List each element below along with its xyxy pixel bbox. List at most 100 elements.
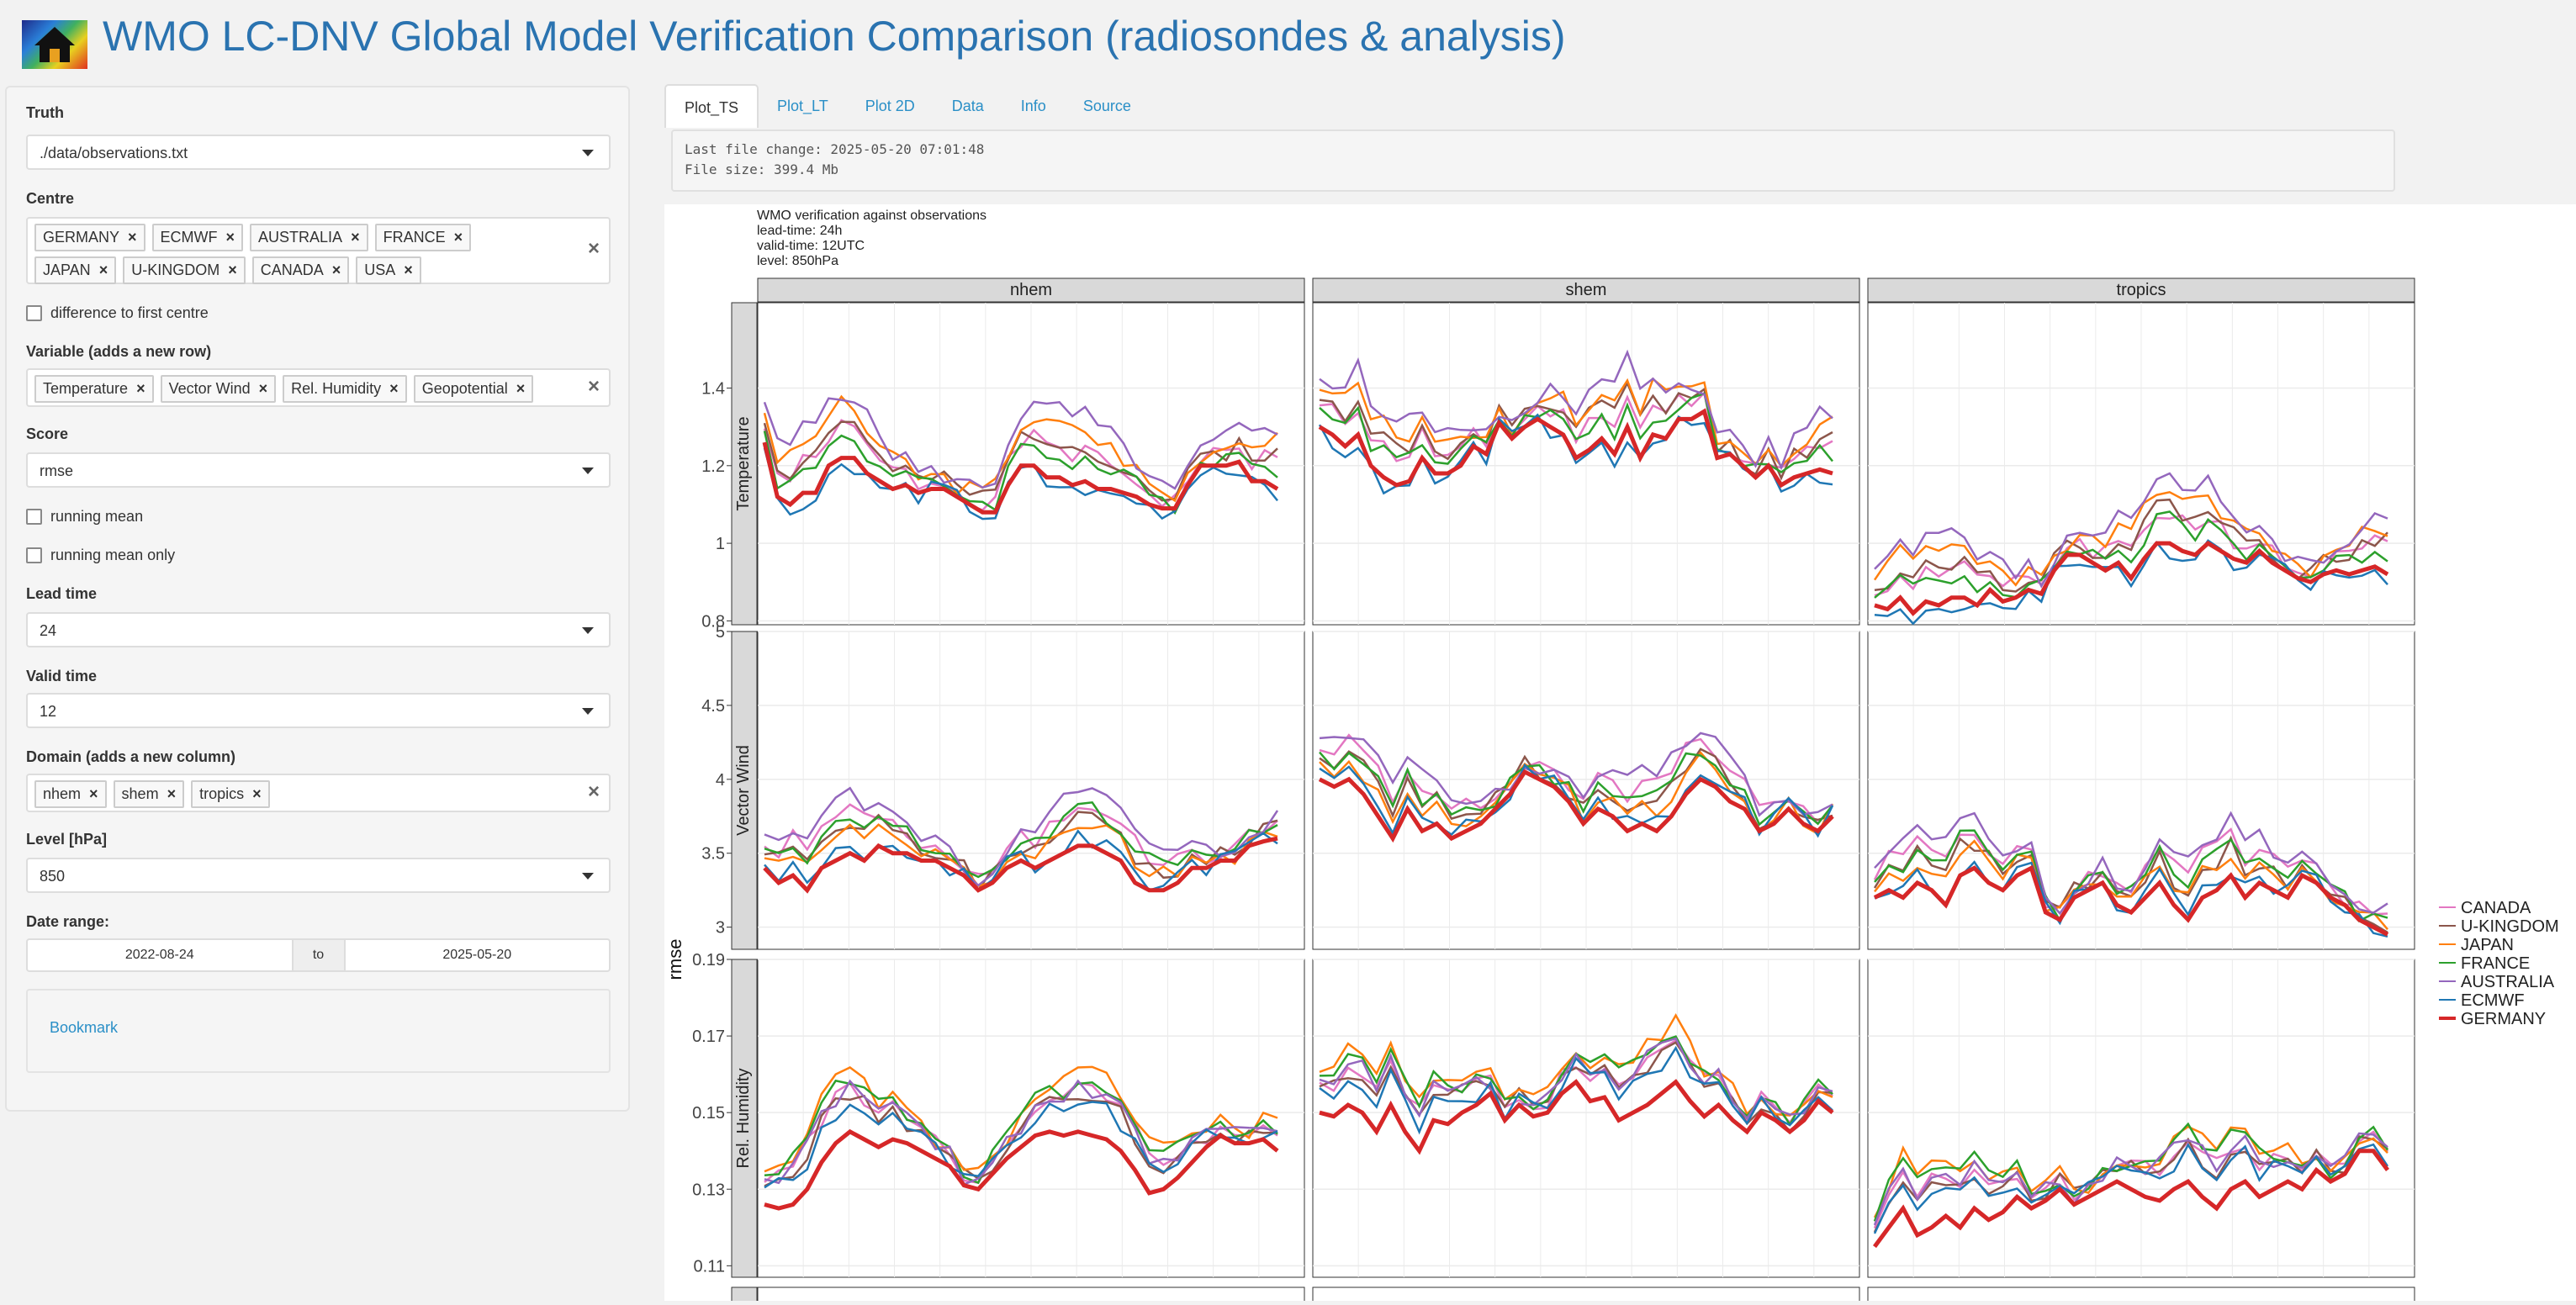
centre-tag[interactable]: FRANCE × — [374, 224, 472, 251]
tag-label: USA — [364, 262, 396, 278]
truth-value: ./data/observations.txt — [40, 145, 188, 161]
checkbox-icon[interactable] — [26, 547, 42, 563]
remove-tag-icon[interactable]: × — [351, 229, 360, 246]
centre-tag[interactable]: CANADA × — [251, 256, 350, 284]
series-line-japan — [1873, 490, 2388, 587]
tab-plot-ts[interactable]: Plot_TS — [664, 84, 759, 128]
centre-tag[interactable]: U-KINGDOM × — [123, 256, 246, 284]
chart-title-line: WMO verification against observations — [757, 209, 986, 223]
y-tick-label: 1.4 — [701, 380, 725, 399]
file-info-box: Last file change: 2025-05-20 07:01:48 Fi… — [671, 129, 2395, 192]
level-value: 850 — [40, 868, 66, 885]
score-select[interactable]: rmse — [26, 452, 611, 488]
remove-tag-icon[interactable]: × — [98, 262, 108, 278]
domain-clear-icon[interactable]: × — [587, 780, 600, 803]
tab-bar: Plot_TS Plot_LT Plot 2D Data Info Source — [664, 84, 1150, 128]
tag-label: Rel. Humidity — [291, 380, 382, 397]
diff-first-checkbox[interactable]: difference to first centre — [26, 304, 209, 322]
valid-time-select[interactable]: 12 — [26, 693, 611, 728]
series-line-canada — [1319, 390, 1833, 469]
lead-time-value: 24 — [40, 622, 57, 639]
centre-tag[interactable]: GERMANY × — [34, 224, 145, 251]
chevron-down-icon — [582, 627, 594, 634]
tab-info[interactable]: Info — [1020, 98, 1046, 114]
centre-tag[interactable]: JAPAN × — [34, 256, 117, 284]
series-line-ecmwf — [1319, 1045, 1833, 1135]
date-end-input[interactable]: 2025-05-20 — [442, 948, 512, 962]
variable-tag[interactable]: Vector Wind × — [160, 375, 277, 403]
tab-plot-2d[interactable]: Plot 2D — [865, 98, 915, 114]
series-line-japan — [763, 394, 1278, 503]
level-select[interactable]: 850 — [26, 858, 611, 893]
remove-tag-icon[interactable]: × — [89, 785, 98, 802]
series-line-ecmwf — [1874, 539, 2388, 626]
series-line-germany — [763, 836, 1278, 894]
centre-tag[interactable]: USA × — [356, 256, 421, 284]
checkbox-icon[interactable] — [26, 305, 42, 321]
chart-title-line: lead-time: 24h — [757, 224, 842, 238]
y-tick-label: 1 — [716, 535, 725, 553]
domain-tag[interactable]: tropics × — [191, 780, 270, 808]
plot-area: WMO verification against observations lea… — [664, 204, 2576, 1305]
remove-tag-icon[interactable]: × — [331, 262, 341, 278]
column-strip — [757, 277, 1305, 303]
y-tick-label: 5 — [716, 623, 725, 642]
panel-background — [757, 1287, 1305, 1305]
remove-tag-icon[interactable]: × — [404, 262, 413, 278]
remove-tag-icon[interactable]: × — [136, 380, 145, 397]
variable-tag[interactable]: Geopotential × — [413, 375, 534, 403]
remove-tag-icon[interactable]: × — [252, 785, 262, 802]
remove-tag-icon[interactable]: × — [225, 229, 235, 246]
domain-label: Domain (adds a new column) — [26, 748, 236, 765]
running-mean-only-checkbox[interactable]: running mean only — [26, 547, 175, 564]
series-line-japan — [1319, 377, 1833, 468]
series-line-germany — [1319, 1079, 1834, 1155]
variable-label: Variable (adds a new row) — [26, 343, 212, 360]
date-start-input[interactable]: 2022-08-24 — [124, 948, 194, 962]
date-range-input[interactable]: 2022-08-24 to 2025-05-20 — [26, 938, 611, 972]
running-mean-checkbox[interactable]: running mean — [26, 508, 143, 526]
series-line-france — [764, 800, 1278, 879]
centre-clear-icon[interactable]: × — [587, 237, 600, 260]
tab-data[interactable]: Data — [951, 98, 984, 114]
variable-multiselect[interactable]: Temperature × Vector Wind × Rel. Humidity × Ge… — [26, 368, 611, 407]
centre-multiselect[interactable]: GERMANY × ECMWF × AUSTRALIA × FRANCE × JAPAN × U-K… — [26, 217, 611, 284]
remove-tag-icon[interactable]: × — [128, 229, 137, 246]
tag-label: CANADA — [260, 262, 324, 278]
lead-time-select[interactable]: 24 — [26, 612, 611, 647]
level-label: Level [hPa] — [26, 831, 108, 848]
series-line-france — [1874, 829, 2388, 923]
running-mean-label: running mean — [50, 508, 144, 525]
y-tick-label: 0.13 — [692, 1181, 725, 1199]
truth-select[interactable]: ./data/observations.txt — [26, 135, 611, 170]
variable-tag[interactable]: Rel. Humidity × — [283, 375, 407, 403]
remove-tag-icon[interactable]: × — [453, 229, 463, 246]
remove-tag-icon[interactable]: × — [167, 785, 177, 802]
tag-label: ECMWF — [160, 229, 218, 246]
house-icon[interactable] — [22, 20, 87, 69]
centre-tag[interactable]: AUSTRALIA × — [250, 224, 368, 251]
truth-label: Truth — [26, 104, 64, 121]
remove-tag-icon[interactable]: × — [258, 380, 268, 397]
remove-tag-icon[interactable]: × — [516, 380, 526, 397]
remove-tag-icon[interactable]: × — [228, 262, 237, 278]
series-line-ecmwf — [764, 829, 1278, 893]
legend-label: CANADA — [2461, 899, 2531, 917]
remove-tag-icon[interactable]: × — [389, 380, 399, 397]
tag-label: Vector Wind — [168, 380, 251, 397]
tab-source[interactable]: Source — [1082, 98, 1131, 114]
domain-tag[interactable]: shem × — [113, 780, 185, 808]
domain-multiselect[interactable]: nhem × shem × tropics × — [26, 774, 611, 812]
variable-clear-icon[interactable]: × — [587, 375, 600, 398]
tag-label: AUSTRALIA — [258, 229, 343, 246]
bookmark-link[interactable]: Bookmark — [50, 1019, 119, 1036]
domain-tag[interactable]: nhem × — [34, 780, 107, 808]
variable-tag[interactable]: Temperature × — [34, 375, 154, 403]
lead-time-label: Lead time — [26, 585, 98, 602]
y-tick-label: 1.2 — [701, 457, 725, 476]
checkbox-icon[interactable] — [26, 509, 42, 525]
tag-label: FRANCE — [383, 229, 446, 246]
centre-tag[interactable]: ECMWF × — [151, 224, 244, 251]
tab-plot-lt[interactable]: Plot_LT — [777, 98, 828, 114]
series-line-australia — [1319, 732, 1833, 817]
